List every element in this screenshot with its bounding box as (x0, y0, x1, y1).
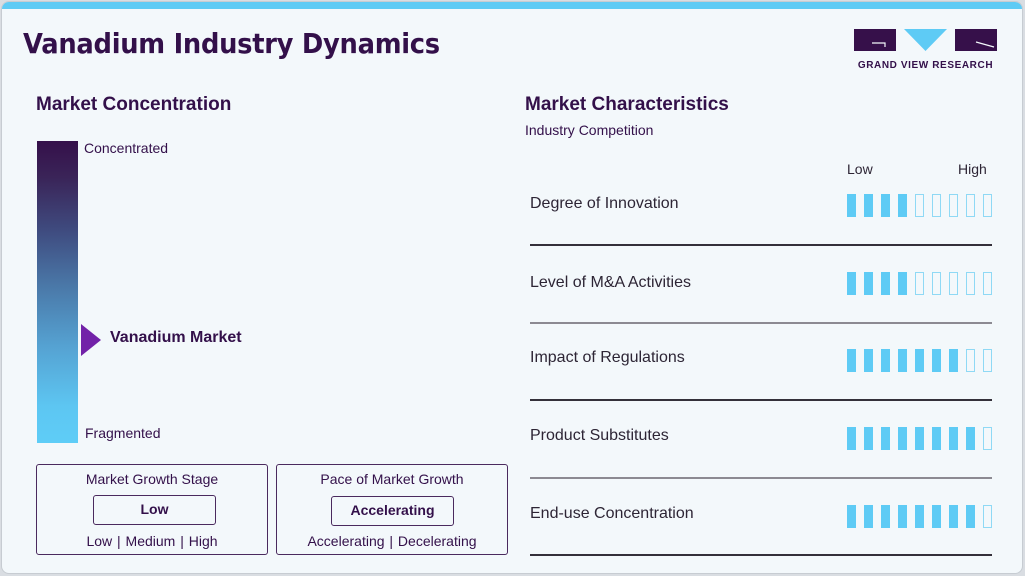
score-segment-filled (881, 349, 890, 372)
row-divider (530, 322, 992, 324)
row-divider (530, 399, 992, 401)
score-segment-filled (898, 427, 907, 450)
score-segment-empty (983, 427, 992, 450)
row-divider (530, 477, 992, 479)
score-segment-filled (847, 272, 856, 295)
characteristic-label: Impact of Regulations (530, 349, 685, 366)
market-growth-stage-box: Market Growth Stage Low Low | Medium | H… (36, 464, 268, 555)
pace-of-growth-box: Pace of Market Growth Accelerating Accel… (276, 464, 508, 555)
characteristic-label: Level of M&A Activities (530, 274, 691, 291)
industry-competition-subtitle: Industry Competition (525, 122, 654, 138)
pace-value: Accelerating (331, 496, 454, 526)
score-meter (847, 349, 992, 372)
score-segment-empty (983, 194, 992, 217)
score-segment-filled (847, 194, 856, 217)
score-segment-empty (966, 272, 975, 295)
concentrated-label: Concentrated (84, 140, 169, 156)
market-pointer-icon (81, 324, 101, 356)
score-segment-empty (932, 272, 941, 295)
score-segment-filled (932, 505, 941, 528)
pace-options: Accelerating | Decelerating (307, 533, 477, 549)
grand-view-research-logo-icon (854, 29, 997, 51)
page-title: Vanadium Industry Dynamics (23, 27, 440, 60)
score-meter (847, 505, 992, 528)
scale-low-label: Low (847, 161, 873, 177)
score-segment-filled (864, 427, 873, 450)
score-segment-filled (881, 194, 890, 217)
score-meter (847, 194, 992, 217)
scale-high-label: High (958, 161, 987, 177)
growth-stage-options: Low | Medium | High (86, 533, 218, 549)
score-segment-filled (864, 349, 873, 372)
score-segment-filled (864, 505, 873, 528)
score-segment-filled (898, 272, 907, 295)
score-segment-empty (915, 272, 924, 295)
score-segment-empty (983, 505, 992, 528)
score-segment-filled (881, 505, 890, 528)
score-segment-empty (949, 194, 958, 217)
row-divider (530, 554, 992, 556)
score-segment-filled (864, 272, 873, 295)
score-segment-filled (966, 505, 975, 528)
score-segment-empty (949, 272, 958, 295)
score-segment-empty (932, 194, 941, 217)
market-marker-label: Vanadium Market (110, 329, 242, 346)
score-segment-filled (915, 427, 924, 450)
logo-text: GRAND VIEW RESEARCH (857, 60, 994, 71)
score-segment-empty (966, 349, 975, 372)
score-segment-filled (949, 427, 958, 450)
pace-title: Pace of Market Growth (320, 471, 464, 487)
score-segment-filled (864, 194, 873, 217)
score-meter (847, 427, 992, 450)
growth-stage-value: Low (93, 495, 216, 525)
characteristic-label: End-use Concentration (530, 505, 694, 522)
market-concentration-title: Market Concentration (36, 94, 232, 115)
score-segment-filled (881, 427, 890, 450)
score-segment-filled (932, 427, 941, 450)
score-segment-filled (915, 505, 924, 528)
score-segment-filled (932, 349, 941, 372)
characteristic-label: Product Substitutes (530, 427, 669, 444)
score-segment-empty (983, 272, 992, 295)
score-segment-filled (847, 349, 856, 372)
market-characteristics-title: Market Characteristics (525, 94, 729, 115)
score-segment-empty (915, 194, 924, 217)
score-segment-filled (847, 505, 856, 528)
score-segment-filled (915, 349, 924, 372)
score-segment-empty (983, 349, 992, 372)
score-segment-filled (847, 427, 856, 450)
accent-top-bar (2, 2, 1022, 9)
score-segment-filled (949, 349, 958, 372)
score-segment-filled (898, 349, 907, 372)
score-segment-filled (966, 427, 975, 450)
score-segment-empty (966, 194, 975, 217)
row-divider (530, 244, 992, 246)
score-meter (847, 272, 992, 295)
score-segment-filled (949, 505, 958, 528)
concentration-gradient-bar (37, 141, 78, 443)
score-segment-filled (898, 194, 907, 217)
growth-stage-title: Market Growth Stage (85, 471, 219, 487)
fragmented-label: Fragmented (85, 425, 161, 441)
characteristic-label: Degree of Innovation (530, 195, 679, 212)
score-segment-filled (881, 272, 890, 295)
score-segment-filled (898, 505, 907, 528)
